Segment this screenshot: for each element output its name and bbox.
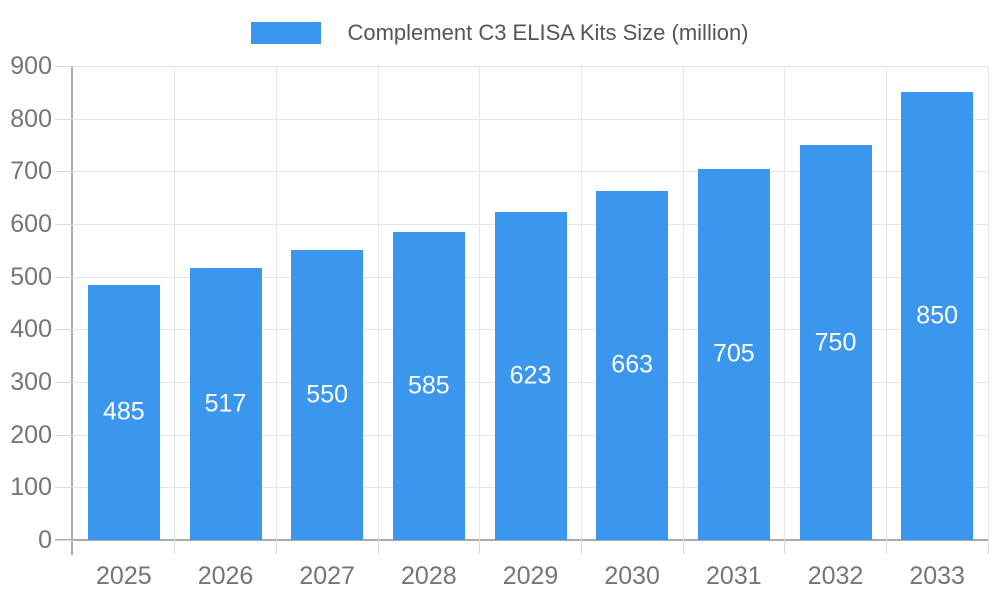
y-axis-tick bbox=[55, 382, 73, 383]
x-axis-tick bbox=[479, 540, 481, 554]
bar-value-label: 850 bbox=[916, 301, 959, 330]
bar-value-label: 485 bbox=[102, 397, 145, 426]
bar[interactable] bbox=[494, 211, 567, 540]
y-axis-tick bbox=[55, 434, 73, 436]
x-axis-tick bbox=[580, 540, 582, 554]
category-separator bbox=[377, 66, 379, 540]
bar[interactable] bbox=[596, 190, 669, 540]
bar-value-label: 517 bbox=[204, 389, 247, 418]
y-axis-tick bbox=[55, 66, 73, 67]
x-axis-tick-label: 2031 bbox=[706, 562, 762, 590]
bar-value-label: 705 bbox=[712, 339, 755, 368]
x-axis-tick-label: 2025 bbox=[96, 562, 152, 590]
x-axis-tick bbox=[174, 540, 176, 554]
y-axis-tick-label: 900 bbox=[10, 52, 52, 80]
legend: Complement C3 ELISA Kits Size (million) bbox=[0, 20, 1000, 46]
category-separator bbox=[479, 66, 481, 540]
category-separator bbox=[174, 66, 176, 540]
bar-value-label: 750 bbox=[814, 328, 857, 356]
x-axis-tick-label: 2029 bbox=[502, 562, 559, 590]
y-axis-tick-label: 100 bbox=[10, 473, 52, 502]
x-axis-tick-label: 2028 bbox=[401, 562, 457, 590]
y-axis-tick-label: 500 bbox=[10, 262, 52, 291]
y-axis-tick bbox=[55, 224, 73, 225]
legend-label: Complement C3 ELISA Kits Size (million) bbox=[347, 20, 749, 45]
x-axis-tick-label: 2032 bbox=[807, 562, 864, 590]
y-axis-tick bbox=[55, 171, 73, 173]
y-axis-tick-label: 0 bbox=[38, 526, 52, 554]
x-axis-tick-label: 2033 bbox=[909, 562, 965, 590]
x-axis-tick-label: 2026 bbox=[197, 562, 254, 590]
bar[interactable] bbox=[901, 92, 974, 540]
y-axis-tick bbox=[55, 276, 73, 278]
bar[interactable] bbox=[697, 168, 770, 540]
x-axis-tick bbox=[784, 540, 786, 554]
bar-value-label: 663 bbox=[611, 350, 654, 379]
x-axis-tick bbox=[885, 540, 887, 554]
bar[interactable] bbox=[87, 284, 160, 540]
y-axis-tick bbox=[55, 540, 73, 541]
gridline-horizontal bbox=[73, 118, 988, 120]
category-separator bbox=[682, 66, 684, 540]
x-axis-tick bbox=[987, 540, 989, 554]
category-separator bbox=[784, 66, 786, 540]
gridline-horizontal bbox=[73, 171, 988, 173]
y-axis-tick-label: 700 bbox=[10, 157, 52, 186]
y-axis-tick-label: 600 bbox=[10, 210, 52, 238]
category-separator bbox=[275, 66, 277, 540]
category-separator bbox=[580, 66, 582, 540]
bar[interactable] bbox=[799, 145, 872, 540]
y-axis-tick-label: 800 bbox=[10, 104, 52, 133]
bar[interactable] bbox=[392, 231, 465, 540]
legend-swatch bbox=[251, 22, 322, 44]
category-separator bbox=[987, 66, 989, 540]
y-axis-tick-label: 300 bbox=[10, 368, 52, 396]
x-axis-tick bbox=[682, 540, 684, 554]
plot-area: 485 517 550 585 623 663 705 750 850 bbox=[73, 66, 989, 540]
y-axis-tick bbox=[55, 487, 73, 489]
bar-value-label: 585 bbox=[407, 371, 450, 400]
bar-value-label: 550 bbox=[306, 380, 349, 409]
x-axis-tick-label: 2027 bbox=[299, 562, 355, 590]
x-axis-tick bbox=[275, 540, 277, 554]
y-axis-tick bbox=[55, 329, 73, 331]
x-axis-line bbox=[55, 539, 988, 541]
bar-value-label: 623 bbox=[509, 361, 552, 390]
y-axis-tick bbox=[55, 118, 73, 120]
bar[interactable] bbox=[291, 250, 364, 540]
y-axis-line bbox=[71, 66, 73, 555]
y-axis-tick-label: 400 bbox=[10, 315, 52, 344]
x-axis-tick bbox=[377, 540, 379, 554]
gridline-horizontal bbox=[73, 66, 988, 67]
category-separator bbox=[885, 66, 887, 540]
bar[interactable] bbox=[189, 267, 262, 540]
x-axis-tick-label: 2030 bbox=[604, 562, 660, 590]
y-axis-tick-label: 200 bbox=[10, 420, 52, 449]
